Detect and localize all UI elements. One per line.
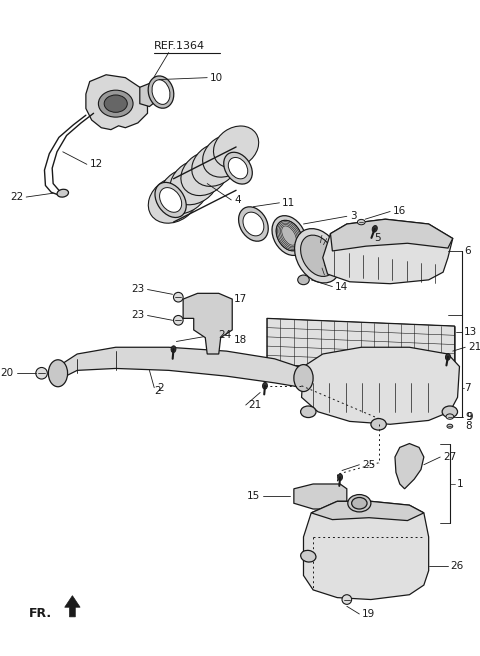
- Text: 24: 24: [218, 330, 231, 340]
- Text: 27: 27: [443, 452, 456, 462]
- Text: FR.: FR.: [29, 607, 52, 621]
- Ellipse shape: [98, 90, 133, 117]
- Text: REF.1364: REF.1364: [154, 41, 205, 51]
- Polygon shape: [65, 596, 80, 617]
- Ellipse shape: [173, 293, 183, 302]
- Text: 23: 23: [132, 285, 144, 295]
- Text: 11: 11: [282, 198, 296, 208]
- Text: 2: 2: [157, 382, 164, 393]
- Text: 17: 17: [234, 294, 247, 304]
- Ellipse shape: [104, 95, 127, 112]
- Text: 13: 13: [464, 327, 478, 337]
- Polygon shape: [395, 443, 424, 489]
- Ellipse shape: [159, 188, 181, 213]
- Polygon shape: [267, 318, 455, 373]
- Ellipse shape: [294, 365, 313, 392]
- Text: 8: 8: [465, 421, 472, 431]
- Text: 12: 12: [90, 159, 103, 169]
- Text: 3: 3: [350, 211, 356, 221]
- Ellipse shape: [445, 354, 450, 360]
- Ellipse shape: [171, 346, 176, 352]
- Ellipse shape: [300, 550, 316, 562]
- Ellipse shape: [203, 134, 249, 177]
- Polygon shape: [311, 501, 424, 521]
- Ellipse shape: [152, 80, 170, 104]
- Text: 10: 10: [210, 73, 223, 83]
- Text: 4: 4: [234, 195, 241, 205]
- Ellipse shape: [352, 497, 367, 509]
- Ellipse shape: [148, 76, 174, 108]
- Ellipse shape: [214, 126, 259, 168]
- Ellipse shape: [155, 182, 186, 218]
- Ellipse shape: [358, 219, 365, 225]
- Text: 25: 25: [362, 460, 375, 470]
- Ellipse shape: [447, 424, 453, 428]
- Text: 18: 18: [234, 335, 247, 344]
- Ellipse shape: [372, 226, 377, 232]
- Text: 7: 7: [464, 382, 471, 393]
- Ellipse shape: [337, 474, 343, 481]
- Ellipse shape: [243, 212, 264, 236]
- Polygon shape: [140, 81, 161, 106]
- Ellipse shape: [181, 152, 228, 195]
- Ellipse shape: [48, 359, 68, 387]
- Ellipse shape: [276, 220, 302, 251]
- Polygon shape: [301, 347, 459, 424]
- Ellipse shape: [348, 495, 371, 512]
- Ellipse shape: [239, 207, 268, 241]
- Text: 9: 9: [466, 411, 473, 422]
- Text: 22: 22: [10, 192, 24, 202]
- Ellipse shape: [57, 190, 69, 197]
- Polygon shape: [86, 75, 147, 130]
- Text: 6: 6: [464, 246, 471, 256]
- Ellipse shape: [295, 229, 341, 283]
- Text: 23: 23: [132, 310, 144, 321]
- Ellipse shape: [442, 406, 457, 418]
- Text: 15: 15: [247, 491, 260, 501]
- Ellipse shape: [300, 406, 316, 418]
- Polygon shape: [183, 293, 232, 354]
- Ellipse shape: [298, 275, 309, 285]
- Ellipse shape: [170, 160, 219, 205]
- Ellipse shape: [228, 157, 248, 179]
- Ellipse shape: [300, 235, 335, 276]
- Ellipse shape: [192, 143, 239, 186]
- Ellipse shape: [342, 595, 352, 604]
- Ellipse shape: [224, 152, 252, 184]
- Text: 16: 16: [393, 207, 406, 216]
- Text: 21: 21: [249, 400, 262, 410]
- Text: 2: 2: [154, 386, 161, 396]
- Ellipse shape: [159, 168, 209, 214]
- Text: 19: 19: [362, 609, 375, 619]
- Text: 26: 26: [450, 561, 463, 571]
- Text: 5: 5: [374, 234, 381, 243]
- Ellipse shape: [371, 419, 386, 430]
- Polygon shape: [323, 219, 453, 283]
- Polygon shape: [303, 501, 429, 600]
- Text: 1: 1: [456, 479, 463, 489]
- Ellipse shape: [148, 176, 199, 223]
- Text: 9: 9: [465, 411, 472, 422]
- Ellipse shape: [263, 382, 267, 389]
- Ellipse shape: [446, 414, 454, 419]
- Polygon shape: [58, 347, 303, 388]
- Ellipse shape: [272, 216, 306, 255]
- Text: 21: 21: [468, 342, 480, 352]
- Text: 14: 14: [335, 281, 348, 292]
- Text: 20: 20: [0, 368, 13, 379]
- Ellipse shape: [173, 316, 183, 325]
- Polygon shape: [294, 484, 347, 509]
- Ellipse shape: [36, 367, 48, 379]
- Polygon shape: [330, 219, 453, 251]
